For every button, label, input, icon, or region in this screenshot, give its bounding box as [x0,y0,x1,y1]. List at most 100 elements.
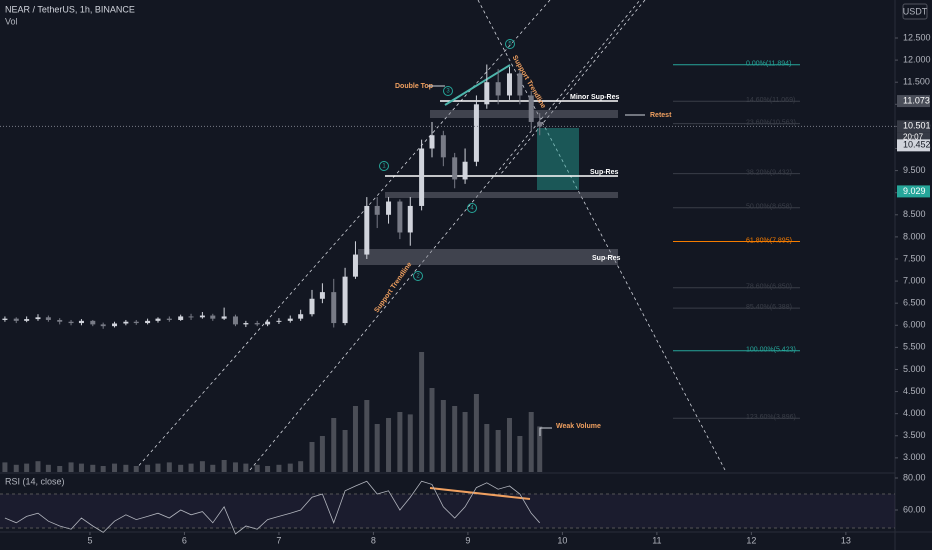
x-tick-label: 7 [276,535,281,545]
countdown: 20:07 [903,132,924,141]
volume-bar [232,462,238,472]
candle-body [57,319,63,322]
candle-body [473,104,479,162]
wave-marker [379,161,389,171]
candle-body [35,317,41,320]
candle-body [254,323,260,325]
y-tick-label: 8.000 [903,231,926,241]
candle-body [188,316,194,318]
x-tick-label: 12 [746,535,756,545]
candle-body [342,276,348,324]
volume-bar [221,460,227,472]
volume-bar [352,406,358,472]
volume-bar [495,430,501,472]
volume-bar [407,414,413,472]
wave-marker [443,86,453,96]
candle-body [90,320,96,325]
fib-label: 78.60%(6.850) [746,284,792,291]
candle-body [123,321,129,324]
volume-bar [166,462,172,472]
price-tag-label: 9.029 [903,186,926,196]
candle-body [145,320,151,324]
annotation: Retest [650,112,672,119]
volume-bar [298,461,304,472]
volume-bar [374,424,380,472]
volume-bar [45,464,51,472]
currency[interactable]: USDT [903,6,928,16]
volume-bar [342,430,348,472]
volume-bar [199,461,205,472]
candle-body [133,321,139,324]
fib-label: 100.00%(5.423) [746,347,796,354]
annotation: Sup-Res [590,169,619,176]
currency-badge[interactable] [902,3,928,20]
volume-bar [123,464,129,472]
x-tick-label: 6 [182,535,187,545]
volume-bar [484,424,490,472]
fib-label: 85.40%(6.388) [746,304,792,311]
volume-bar [24,463,30,472]
volume-bar [57,466,63,472]
candle-body [13,318,19,321]
zone [358,249,618,265]
y-tick-label: 12.000 [903,54,931,64]
candle-body [537,121,543,127]
candle-body [495,82,501,96]
fib-label: 50.00%(8.658) [746,204,792,211]
candle-body [407,205,413,233]
x-tick-label: 9 [465,535,470,545]
candle-body [178,316,184,320]
zone [430,110,618,118]
y-tick-label: 8.500 [903,209,926,219]
volume-bar [2,462,8,472]
volume-bar [35,461,41,472]
volume-bar [243,463,249,472]
fib-label: 23.60%(10.563) [746,119,796,126]
price-tag-label: 11.073 [903,95,930,105]
candle-body [374,205,380,215]
volume-bar [473,394,479,472]
volume-bar [364,400,370,472]
candle-body [2,318,8,320]
symbol-title: NEAR / TetherUS, 1h, BINANCE [5,4,135,14]
volume-bar [528,412,534,472]
descending-line [477,0,726,471]
x-tick-label: 11 [652,535,661,545]
fib-label: 38.20%(9.432) [746,169,792,176]
y-tick-label: 3.500 [903,430,926,440]
volume-bar [517,436,523,472]
candle-body [517,73,523,96]
rsi-label: RSI (14, close) [5,476,65,486]
volume-bar [254,464,260,472]
fib-label: 0.00%(11.894) [746,61,791,68]
volume-bar [397,412,403,472]
volume-bar [112,463,118,472]
candle-body [506,73,512,96]
candle-body [68,321,74,324]
candle-body [155,318,161,321]
candle-body [352,254,358,277]
fib-label: 14.60%(11.069) [746,97,795,104]
candle-body [386,201,392,215]
price-tag [897,139,930,152]
candle-body [331,292,337,324]
x-tick-label: 8 [371,535,376,545]
x-tick-label: 10 [557,535,567,545]
candle-body [309,298,315,315]
candle-body [484,82,490,105]
volume-label: Vol [5,16,18,26]
candle-body [319,292,325,299]
channel-upper [134,0,551,471]
volume-bar [133,466,139,472]
y-tick-label: 5.000 [903,364,926,374]
wave-marker [505,39,515,49]
wave-label: 1 [382,164,386,170]
candle-body [298,314,304,319]
candle-body [210,315,216,319]
volume-bar [429,388,435,472]
price-tag [897,185,930,198]
y-tick-label: 7.000 [903,275,926,285]
volume-bar [419,352,425,472]
price-tag-label: 10.452 [903,140,931,150]
